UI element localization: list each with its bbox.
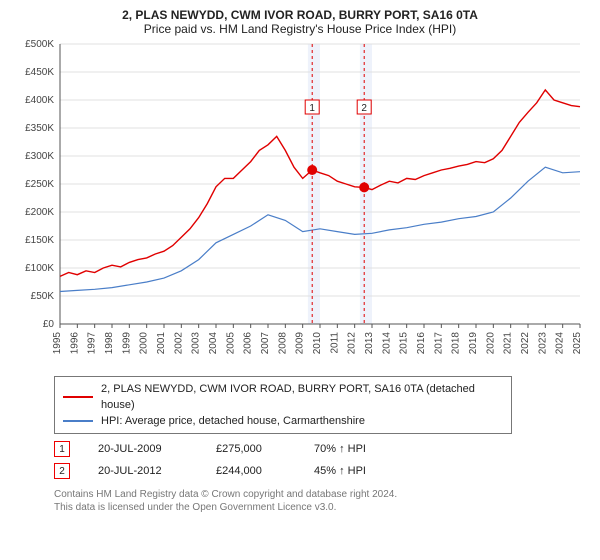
svg-text:2013: 2013 [364,332,375,355]
sales-row: 1 20-JUL-2009 £275,000 70% ↑ HPI [54,438,588,460]
svg-text:£300K: £300K [25,151,54,162]
legend-row-hpi: HPI: Average price, detached house, Carm… [63,413,503,429]
sale-date: 20-JUL-2012 [98,465,188,477]
legend-swatch-hpi [63,420,93,422]
svg-text:2000: 2000 [139,332,150,355]
attribution: Contains HM Land Registry data © Crown c… [54,488,588,514]
svg-text:£500K: £500K [25,40,54,50]
sales-table: 1 20-JUL-2009 £275,000 70% ↑ HPI 2 20-JU… [54,438,588,482]
chart-area: £0 £50K £100K £150K £200K £250K £300K £350K £400… [12,40,588,370]
legend-label-hpi: HPI: Average price, detached house, Carm… [101,413,365,429]
svg-text:2020: 2020 [485,332,496,355]
svg-text:2016: 2016 [416,332,427,355]
svg-text:2004: 2004 [208,332,219,355]
svg-text:£150K: £150K [25,235,54,246]
attribution-line1: Contains HM Land Registry data © Crown c… [54,488,588,501]
svg-text:1997: 1997 [87,332,98,355]
svg-text:2018: 2018 [451,332,462,355]
svg-text:2022: 2022 [520,332,531,355]
chart-subtitle: Price paid vs. HM Land Registry's House … [12,22,588,36]
svg-text:£50K: £50K [31,291,55,302]
svg-text:1998: 1998 [104,332,115,355]
legend-row-property: 2, PLAS NEWYDD, CWM IVOR ROAD, BURRY POR… [63,381,503,413]
sale-pct: 45% ↑ HPI [314,465,404,477]
attribution-line2: This data is licensed under the Open Gov… [54,501,588,514]
svg-text:2009: 2009 [295,332,306,355]
svg-text:1999: 1999 [121,332,132,355]
svg-text:2023: 2023 [537,332,548,355]
svg-text:2: 2 [361,103,367,114]
svg-text:2015: 2015 [399,332,410,355]
legend-box: 2, PLAS NEWYDD, CWM IVOR ROAD, BURRY POR… [54,376,512,434]
svg-text:2003: 2003 [191,332,202,355]
svg-text:2006: 2006 [243,332,254,355]
svg-text:2010: 2010 [312,332,323,355]
svg-text:£250K: £250K [25,179,54,190]
svg-text:£400K: £400K [25,95,54,106]
svg-text:2005: 2005 [225,332,236,355]
svg-text:2019: 2019 [468,332,479,355]
svg-text:2017: 2017 [433,332,444,355]
svg-text:2011: 2011 [329,332,340,354]
sale-marker-2: 2 [54,463,70,479]
legend-label-property: 2, PLAS NEWYDD, CWM IVOR ROAD, BURRY POR… [101,381,503,413]
svg-text:1996: 1996 [69,332,80,355]
svg-text:2012: 2012 [347,332,358,355]
sales-row: 2 20-JUL-2012 £244,000 45% ↑ HPI [54,460,588,482]
svg-text:2002: 2002 [173,332,184,355]
svg-text:2007: 2007 [260,332,271,355]
svg-text:£350K: £350K [25,123,54,134]
svg-text:2021: 2021 [503,332,514,355]
line-chart-svg: £0 £50K £100K £150K £200K £250K £300K £350K £400… [12,40,588,370]
chart-title: 2, PLAS NEWYDD, CWM IVOR ROAD, BURRY POR… [12,8,588,22]
legend-swatch-property [63,396,93,398]
svg-text:£100K: £100K [25,263,54,274]
svg-text:2014: 2014 [381,332,392,355]
sale-marker-1: 1 [54,441,70,457]
svg-text:2008: 2008 [277,332,288,355]
svg-text:£0: £0 [43,319,55,330]
svg-text:2024: 2024 [555,332,566,355]
svg-text:£200K: £200K [25,207,54,218]
sale-date: 20-JUL-2009 [98,443,188,455]
sale-price: £275,000 [216,443,286,455]
sale-pct: 70% ↑ HPI [314,443,404,455]
sale-price: £244,000 [216,465,286,477]
svg-text:1995: 1995 [52,332,63,355]
svg-text:1: 1 [309,103,315,114]
svg-text:2001: 2001 [156,332,167,355]
svg-text:2025: 2025 [572,332,583,355]
svg-text:£450K: £450K [25,67,54,78]
chart-container: 2, PLAS NEWYDD, CWM IVOR ROAD, BURRY POR… [0,0,600,560]
